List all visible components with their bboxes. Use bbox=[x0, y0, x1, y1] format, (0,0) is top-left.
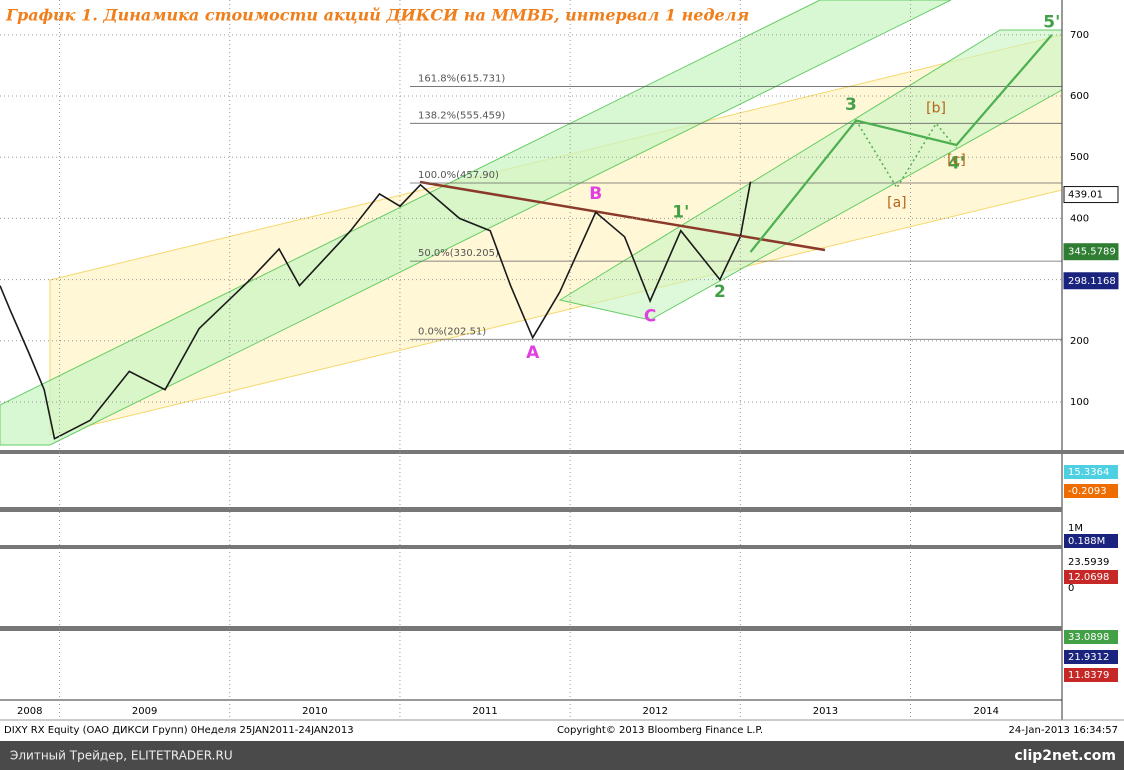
footer-center: Copyright© 2013 Bloomberg Finance L.P. bbox=[557, 725, 763, 736]
footer-left: DIXY RX Equity (ОАО ДИКСИ Групп) 0Неделя… bbox=[4, 725, 354, 736]
indicator-tag-label: 33.0898 bbox=[1068, 632, 1109, 643]
price-tag bbox=[1063, 186, 1119, 204]
indicator-tag-label: -0.2093 bbox=[1068, 486, 1107, 497]
wave-label: [b] bbox=[926, 100, 946, 116]
indicator-tag bbox=[1064, 484, 1118, 498]
y-tick-label: 100 bbox=[1070, 397, 1089, 408]
indicator-tag-label: 15.3364 bbox=[1068, 467, 1109, 478]
alt-projection-line bbox=[855, 120, 958, 190]
price-tag bbox=[1063, 272, 1119, 290]
indicator-tag bbox=[1064, 668, 1118, 682]
indicator-tag-label: 23.5939 bbox=[1068, 557, 1109, 568]
x-tick-label: 2008 bbox=[17, 706, 42, 717]
wave-label: [c] bbox=[947, 152, 966, 168]
price-tag bbox=[1063, 243, 1119, 261]
indicator-tag-label: 1M bbox=[1068, 523, 1083, 534]
wave-label: 5' bbox=[1043, 13, 1060, 33]
price-tag-label: 345.5789 bbox=[1068, 247, 1116, 258]
y-tick-label: 200 bbox=[1070, 336, 1089, 347]
indicator-tag-label: 0 bbox=[1068, 583, 1074, 594]
fib-label: 0.0%(202.51) bbox=[418, 326, 486, 337]
y-tick-label: 500 bbox=[1070, 152, 1089, 163]
wave-label: 1' bbox=[672, 202, 689, 222]
x-tick-label: 2014 bbox=[974, 706, 999, 717]
price-line bbox=[0, 181, 752, 440]
fib-label: 50.0%(330.205) bbox=[418, 248, 499, 259]
indicator-tag bbox=[1064, 650, 1118, 664]
x-tick-label: 2010 bbox=[302, 706, 327, 717]
fib-label: 138.2%(555.459) bbox=[418, 110, 505, 121]
x-tick-label: 2012 bbox=[643, 706, 668, 717]
price-tag-label: 298.1168 bbox=[1068, 276, 1116, 287]
fib-label: 161.8%(615.731) bbox=[418, 73, 505, 84]
x-tick-label: 2013 bbox=[813, 706, 838, 717]
y-tick-label: 400 bbox=[1070, 213, 1089, 224]
wave-label: 4' bbox=[948, 153, 965, 173]
indicator-tag-label: 21.9312 bbox=[1068, 652, 1109, 663]
logo: clip2net.com bbox=[1014, 748, 1116, 764]
indicator-tag bbox=[1064, 570, 1118, 584]
indicator-tag-label: 12.0698 bbox=[1068, 572, 1109, 583]
main-panel: 161.8%(615.731) 138.2%(555.459) 100.0%(457… bbox=[0, 34, 1062, 440]
wave-label: 3 bbox=[845, 95, 857, 115]
watermark: Элитный Трейдер, ELITETRADER.RU bbox=[10, 749, 233, 763]
projection-line bbox=[749, 34, 1053, 253]
fib-label: 100.0%(457.90) bbox=[418, 170, 499, 181]
wave-label: B bbox=[589, 184, 602, 204]
x-tick-label: 2011 bbox=[472, 706, 497, 717]
wave-label: A bbox=[526, 343, 540, 363]
indicator-tag-label: 0.188M bbox=[1068, 536, 1105, 547]
indicator-tag bbox=[1064, 630, 1118, 644]
y-tick-label: 700 bbox=[1070, 30, 1089, 41]
title: График 1. Динамика стоимости акций ДИКСИ… bbox=[5, 6, 749, 25]
wave-label: 2 bbox=[714, 282, 726, 302]
wave-label: C bbox=[644, 306, 656, 326]
price-tag-label: 439.01 bbox=[1068, 190, 1103, 201]
indicator-tag-label: 11.8379 bbox=[1068, 670, 1109, 681]
wave-label: [a] bbox=[887, 195, 907, 211]
footer-right: 24-Jan-2013 16:34:57 bbox=[1009, 725, 1118, 736]
x-tick-label: 2009 bbox=[132, 706, 157, 717]
indicator-tag bbox=[1064, 534, 1118, 548]
y-tick-label: 600 bbox=[1070, 91, 1089, 102]
indicator-tag bbox=[1064, 465, 1118, 479]
